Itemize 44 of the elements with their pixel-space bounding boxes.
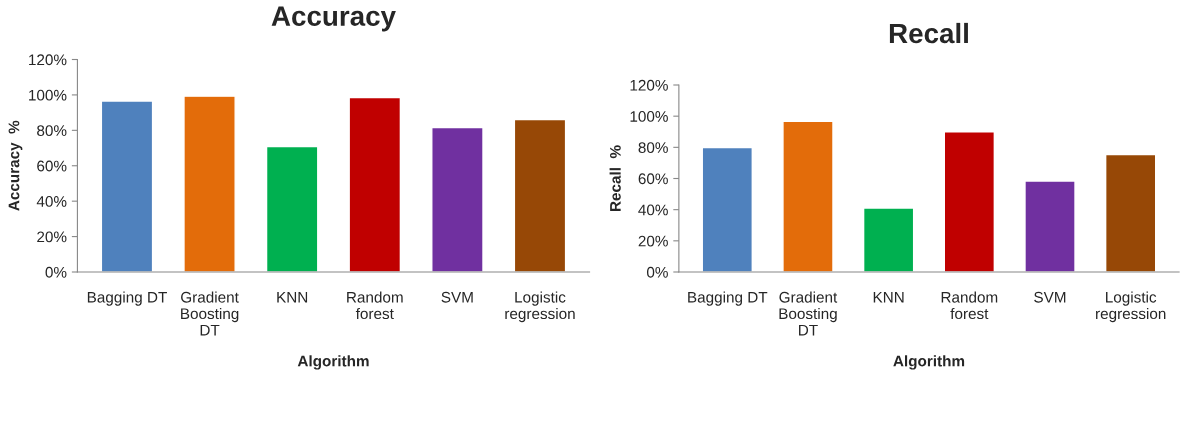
x-tick-label: Logistic regression [1096,291,1166,323]
x-tick-label: Logistic regression [505,291,575,323]
y-axis-title: Recall % [609,145,621,212]
bar [348,96,402,272]
y-tick-label: 20% [638,235,668,247]
chart-title: Recall [889,22,968,44]
y-tick-label: 100% [630,111,668,122]
y-tick-label: 80% [37,125,67,137]
y-tick-label: 120% [29,54,67,66]
y-tick-label: 40% [638,204,668,216]
bar [513,118,567,272]
bar [100,100,154,272]
bar [862,207,915,272]
bar [265,145,319,272]
x-tick-label: SVM [441,291,473,303]
y-tick-label: 120% [630,79,668,91]
x-tick-label: Gradient Boosting DT [181,291,239,336]
bar [1024,180,1076,272]
y-tick-label: 40% [36,196,67,207]
x-tick-label: KNN [277,292,308,303]
y-tick-label: 80% [638,142,668,154]
x-tick-label: Gradient Boosting DT [779,291,838,336]
y-tick-label: 0% [646,266,668,278]
x-tick-label: Bagging DT [87,291,167,306]
y-axis-title: Accuracy % [8,120,23,211]
bar [782,120,834,272]
x-tick-label: Random forest [941,291,998,320]
y-tick-label: 60% [638,173,668,185]
x-axis-title: Algorithm [297,355,369,370]
y-tick-label: 0% [45,266,67,278]
x-tick-label: Random forest [347,291,403,320]
bar [943,131,996,272]
x-tick-label: Bagging DT [688,291,768,306]
chart-title: Accuracy [271,6,396,32]
y-tick-label: 100% [29,89,67,101]
bar [431,126,484,272]
x-tick-label: SVM [1034,291,1066,303]
bar [701,146,753,272]
x-tick-label: KNN [873,292,904,303]
y-tick-label: 60% [37,160,67,172]
y-tick-label: 20% [37,231,67,243]
bar [183,95,236,272]
bar [1104,153,1157,272]
x-axis-title: Algorithm [893,355,965,370]
